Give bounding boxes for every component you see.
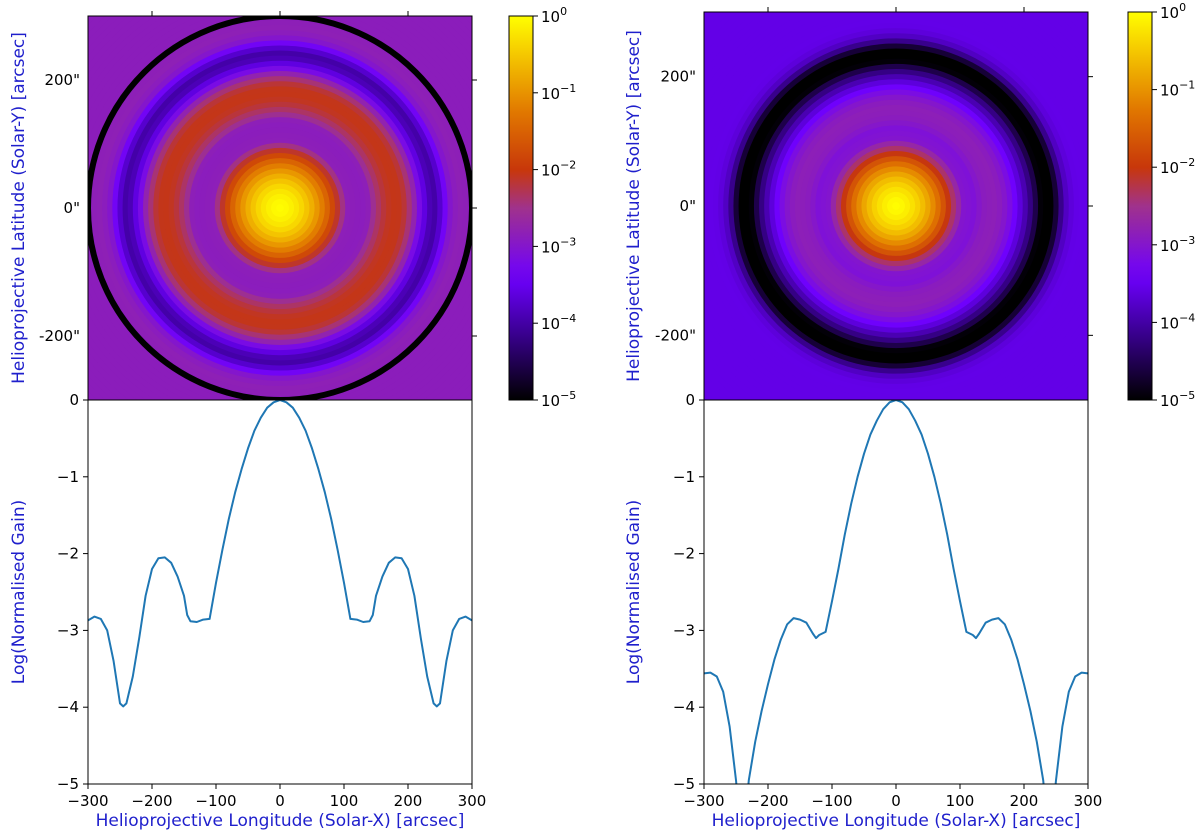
- line-ytick-label: −2: [673, 545, 695, 563]
- colorbar-tick-label: 100: [1160, 1, 1186, 22]
- heatmap-ytick-label: 0": [680, 197, 696, 215]
- line-xtick-label: −200: [747, 792, 788, 810]
- colorbar-tick-label: 10−5: [1160, 389, 1195, 410]
- heatmap-ring: [892, 202, 900, 210]
- line-ytick-label: −2: [57, 545, 79, 563]
- line-xtick-label: 100: [330, 792, 359, 810]
- line-ytick-label: −4: [57, 698, 79, 716]
- gain-profile-line: [704, 400, 1088, 784]
- line-xtick-label: −300: [683, 792, 724, 810]
- gain-profile-line: [88, 400, 472, 708]
- line-ytick-label: 0: [685, 391, 695, 409]
- line-xtick-label: 300: [1074, 792, 1103, 810]
- heatmap-rings: [704, 12, 1088, 400]
- line-ytick-label: −1: [673, 468, 695, 486]
- heatmap-ylabel: Helioprojective Latitude (Solar-Y) [arcs…: [9, 32, 29, 384]
- line-ytick-label: −4: [673, 698, 695, 716]
- line-ytick-label: −3: [673, 621, 695, 639]
- line-ylabel: Log(Normalised Gain): [9, 500, 29, 684]
- line-ytick-label: 0: [69, 391, 79, 409]
- colorbar: [508, 15, 534, 401]
- chart-left: 200" 0" -200" Helioprojective Latitude (Sol…: [9, 5, 576, 831]
- line-xtick-label: −100: [195, 792, 236, 810]
- colorbar-tick-label: 10−2: [541, 159, 576, 180]
- line-ytick-label: −5: [673, 775, 695, 793]
- heatmap-ytick-label: -200": [39, 327, 80, 345]
- line-ytick-label: −3: [57, 621, 79, 639]
- line-ytick-label: −1: [57, 468, 79, 486]
- colorbar-tick-label: 10−5: [541, 389, 576, 410]
- line-xtick-label: −200: [131, 792, 172, 810]
- line-xlabel: Helioprojective Longitude (Solar-X) [arc…: [712, 811, 1081, 831]
- colorbar-tick-label: 10−3: [1160, 234, 1195, 255]
- colorbar: [1127, 11, 1153, 401]
- line-xtick-label: 100: [946, 792, 975, 810]
- colorbar-tick-label: 10−4: [541, 312, 576, 333]
- heatmap-ytick-label: 200": [44, 71, 80, 89]
- line-frame: [703, 399, 1089, 785]
- line-xtick-label: −300: [67, 792, 108, 810]
- line-xtick-label: −100: [811, 792, 852, 810]
- colorbar-tick-label: 10−3: [541, 235, 576, 256]
- line-xtick-label: 0: [891, 792, 901, 810]
- line-xtick-label: 300: [458, 792, 487, 810]
- colorbar-tick-label: 10−4: [1160, 311, 1195, 332]
- heatmap-ring: [276, 204, 284, 212]
- chart-right: 200" 0" -200" Helioprojective Latitude (Sol…: [624, 1, 1195, 831]
- colorbar-tick-label: 10−2: [1160, 156, 1195, 177]
- line-xtick-label: 0: [275, 792, 285, 810]
- line-xtick-label: 200: [394, 792, 423, 810]
- heatmap-ytick-label: 0": [64, 199, 80, 217]
- line-ytick-label: −5: [57, 775, 79, 793]
- colorbar-tick-label: 100: [541, 5, 567, 26]
- line-ylabel: Log(Normalised Gain): [624, 500, 644, 684]
- heatmap-ylabel: Helioprojective Latitude (Solar-Y) [arcs…: [624, 30, 644, 382]
- heatmap-ytick-label: 200": [660, 68, 696, 86]
- colorbar-tick-label: 10−1: [1160, 79, 1195, 100]
- dark-null-ring: [739, 49, 1053, 363]
- colorbar-tick-label: 10−1: [541, 82, 576, 103]
- heatmap-rings: [88, 16, 472, 400]
- line-xtick-label: 200: [1010, 792, 1039, 810]
- heatmap-ytick-label: -200": [655, 326, 696, 344]
- line-xlabel: Helioprojective Longitude (Solar-X) [arc…: [96, 811, 465, 831]
